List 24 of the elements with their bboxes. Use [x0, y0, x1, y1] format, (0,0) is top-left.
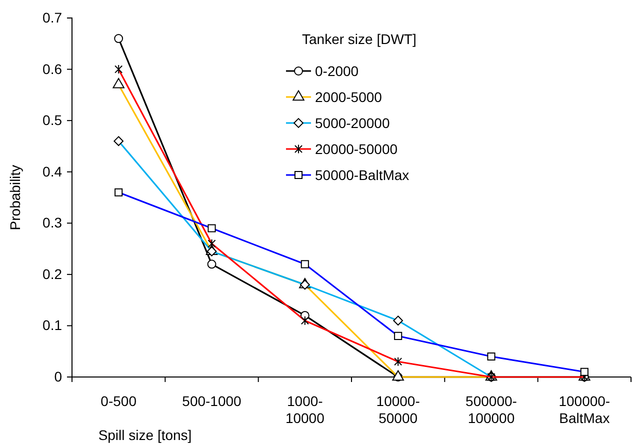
legend-label: 20000-50000 — [315, 141, 398, 157]
x-tick-label: 0-500 — [100, 393, 137, 409]
y-tick-label: 0.5 — [42, 112, 62, 128]
legend-title: Tanker size [DWT] — [302, 31, 416, 47]
y-tick-label: 0.2 — [42, 266, 62, 282]
legend-label: 5000-20000 — [315, 115, 390, 131]
x-tick-label: 500000-100000 — [466, 393, 518, 426]
y-tick-label: 0 — [54, 368, 62, 384]
y-axis-title: Probability — [7, 164, 23, 230]
x-tick-label: 100000-BaltMax — [558, 393, 610, 426]
point — [207, 260, 216, 269]
x-axis-title: Spill size [tons] — [98, 427, 192, 443]
y-tick-label: 0.6 — [42, 60, 62, 77]
y-tick-label: 0.4 — [42, 163, 62, 180]
legend-label: 50000-BaltMax — [315, 167, 410, 183]
x-tick-label: 10000-50000 — [376, 393, 420, 426]
legend-label: 0-2000 — [315, 63, 359, 79]
point — [114, 34, 124, 43]
y-tick-label: 0.1 — [42, 317, 62, 334]
x-tick-label: 500-1000 — [182, 393, 242, 409]
legend-label: 2000-5000 — [315, 89, 382, 105]
x-tick-label: 1000-10000 — [285, 393, 325, 426]
y-tick-label: 0.3 — [42, 214, 62, 231]
y-tick-label: 0.7 — [42, 9, 62, 26]
